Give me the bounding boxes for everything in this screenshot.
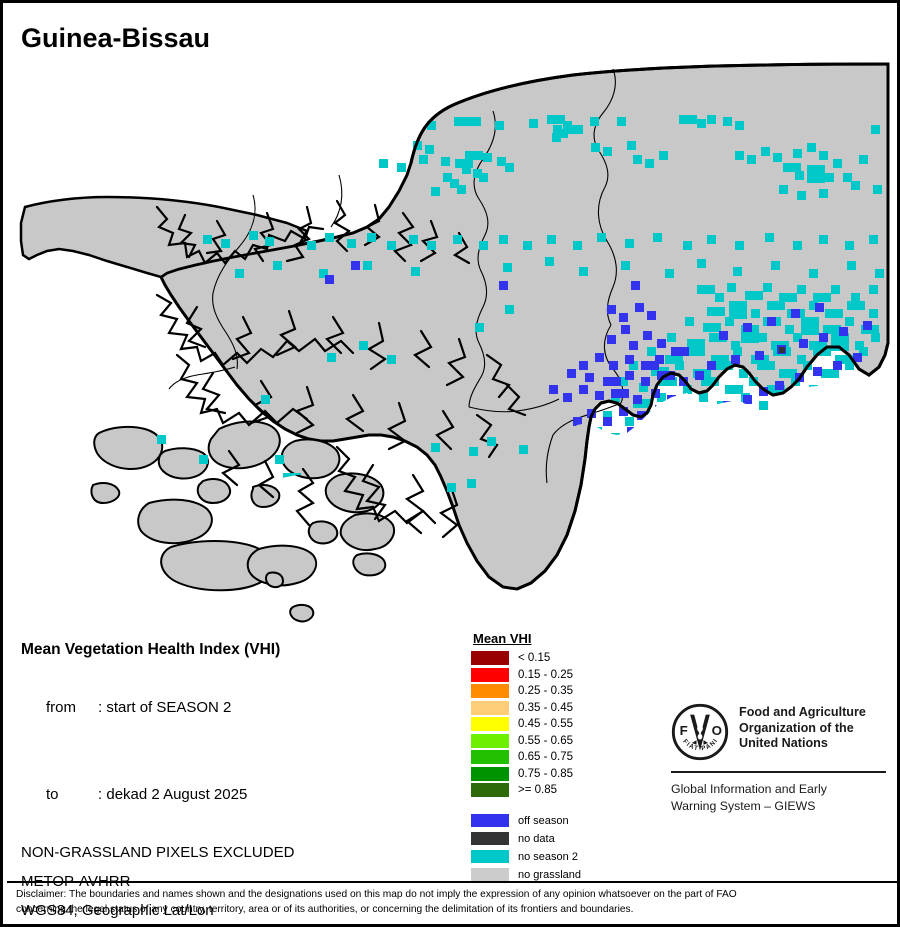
legend-item-no-season-2: no season 2	[471, 848, 581, 866]
info-to-row: to : dekad 2 August 2025	[21, 751, 294, 838]
legend-label: >= 0.85	[518, 784, 558, 797]
legend-label: 0.25 - 0.35	[518, 685, 573, 698]
legend-item-vhi-4: 0.45 - 0.55	[471, 716, 581, 733]
legend-swatch	[471, 717, 509, 732]
legend-swatch	[471, 766, 509, 781]
giews-line-1: Global Information and Early	[671, 782, 827, 796]
fao-org-line-2: Organization of the	[739, 720, 854, 735]
svg-text:O: O	[712, 723, 722, 738]
fao-divider	[671, 771, 886, 773]
legend-label: 0.15 - 0.25	[518, 668, 573, 681]
legend-label: 0.45 - 0.55	[518, 718, 573, 731]
legend-label: no grassland	[518, 868, 581, 881]
legend-swatch	[471, 783, 509, 798]
legend-item-vhi-1: 0.15 - 0.25	[471, 667, 581, 684]
page-title: Guinea-Bissau	[21, 23, 211, 53]
legend-label: no data	[518, 832, 555, 845]
mangrove-coastline-detail	[155, 199, 527, 539]
legend-swatch	[471, 651, 509, 666]
legend-item-vhi-2: 0.25 - 0.35	[471, 683, 581, 700]
fao-organization-name: Food and Agriculture Organization of the…	[739, 703, 866, 752]
legend-swatch	[471, 733, 509, 748]
legend-swatch	[471, 814, 509, 827]
legend-swatch	[471, 850, 509, 863]
fao-logo-icon: F O FIAT PANIS	[671, 703, 729, 761]
legend-item-no-grassland: no grassland	[471, 866, 581, 884]
disclaimer-text: Disclaimer: The boundaries and names sho…	[16, 887, 886, 917]
map-legend: Mean VHI < 0.15 0.15 - 0.25 0.25 - 0.35 …	[471, 631, 581, 884]
giews-line-2: Warning System – GIEWS	[671, 798, 816, 813]
legend-label: 0.75 - 0.85	[518, 767, 573, 780]
legend-spacer	[471, 799, 581, 812]
info-to-value: : dekad 2 August 2025	[98, 786, 248, 803]
legend-label: no season 2	[518, 850, 578, 863]
legend-swatch	[471, 832, 509, 845]
legend-label: < 0.15	[518, 652, 551, 665]
disclaimer-line-1: Disclaimer: The boundaries and names sho…	[16, 889, 737, 900]
disclaimer-divider	[7, 881, 897, 883]
map-canvas[interactable]	[7, 55, 897, 625]
svg-text:F: F	[680, 723, 688, 738]
info-from-label: from	[46, 699, 77, 716]
legend-item-vhi-7: 0.75 - 0.85	[471, 766, 581, 783]
legend-swatch	[471, 684, 509, 699]
vhi-pixel-layer	[157, 115, 884, 492]
legend-item-vhi-6: 0.65 - 0.75	[471, 749, 581, 766]
fao-branding-block: F O FIAT PANIS Food and Agriculture Orga…	[671, 703, 886, 814]
legend-item-no-data: no data	[471, 830, 581, 848]
legend-label: 0.55 - 0.65	[518, 734, 573, 747]
land-polygons	[19, 62, 890, 623]
legend-item-vhi-8: >= 0.85	[471, 782, 581, 799]
info-from-value: : start of SEASON 2	[98, 699, 232, 716]
guinea-bissau-map[interactable]	[7, 55, 897, 625]
legend-swatch	[471, 667, 509, 682]
northwest-peninsula	[19, 195, 309, 279]
fao-org-line-1: Food and Agriculture	[739, 705, 866, 719]
legend-swatch	[471, 868, 509, 881]
legend-item-off-season: off season	[471, 812, 581, 830]
fao-header: F O FIAT PANIS Food and Agriculture Orga…	[671, 703, 886, 761]
info-heading: Mean Vegetation Health Index (VHI)	[21, 641, 281, 658]
national-border-overlay	[409, 62, 890, 591]
info-line-4: NON-GRASSLAND PIXELS EXCLUDED	[21, 844, 295, 861]
info-to-label: to	[46, 786, 59, 803]
legend-label: off season	[518, 814, 569, 827]
disclaimer-line-2: concerning the legal status of any count…	[16, 904, 634, 915]
legend-swatch	[471, 700, 509, 715]
legend-item-vhi-0: < 0.15	[471, 650, 581, 667]
legend-swatch	[471, 750, 509, 765]
legend-title: Mean VHI	[473, 631, 532, 646]
info-line-6: WGS84, Geographic Lat/Lon	[21, 902, 214, 919]
giews-subtitle: Global Information and Early Warning Sys…	[671, 781, 886, 814]
info-from-row: from : start of SEASON 2	[21, 664, 294, 751]
legend-label: 0.35 - 0.45	[518, 701, 573, 714]
legend-item-vhi-5: 0.55 - 0.65	[471, 733, 581, 750]
map-info-block: Mean Vegetation Health Index (VHI) from:…	[21, 635, 295, 924]
legend-label: 0.65 - 0.75	[518, 751, 573, 764]
legend-item-vhi-3: 0.35 - 0.45	[471, 700, 581, 717]
fao-org-line-3: United Nations	[739, 736, 828, 750]
